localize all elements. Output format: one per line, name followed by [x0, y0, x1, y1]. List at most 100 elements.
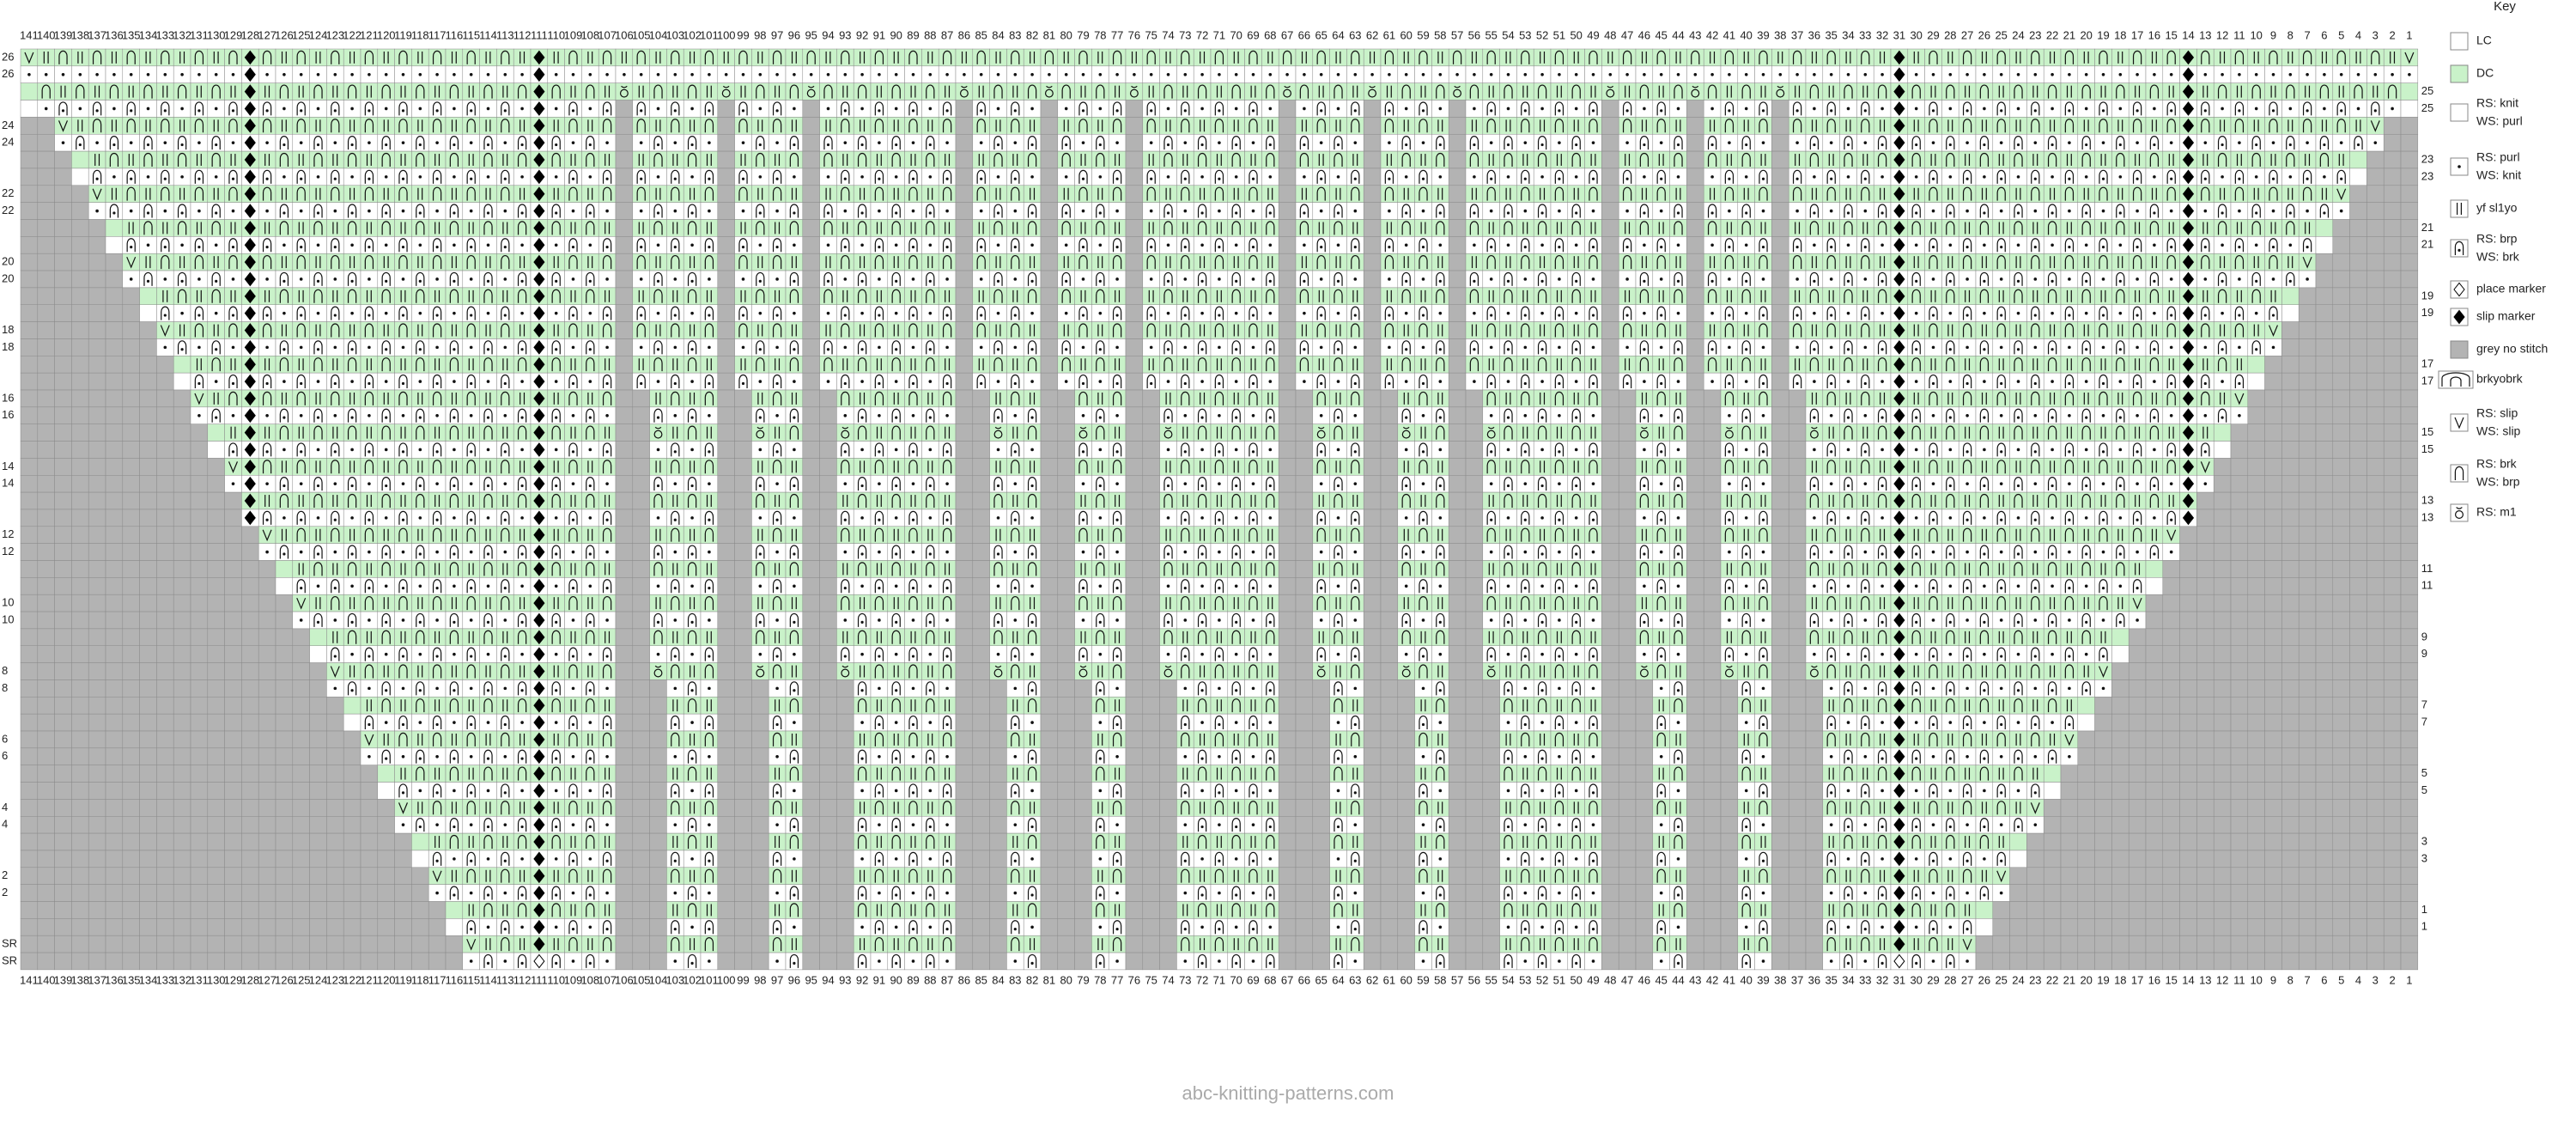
brp-dot: [759, 143, 762, 146]
no-stitch-cell: [1126, 168, 1143, 186]
brp-dot: [742, 314, 744, 316]
purl-symbol: [1795, 73, 1799, 76]
brp-dot: [1592, 178, 1595, 180]
purl-symbol: [1303, 175, 1306, 179]
brp-dot: [266, 246, 269, 248]
stitch-cell: [191, 151, 208, 168]
purl-symbol: [878, 141, 881, 144]
brp-dot: [470, 178, 472, 180]
stitch-cell: [786, 117, 803, 134]
purl-symbol: [2136, 210, 2139, 213]
brp-dot: [1966, 109, 1969, 112]
no-stitch-cell: [1449, 101, 1466, 118]
brp-dot: [1439, 211, 1442, 214]
brp-dot: [181, 280, 184, 283]
purl-symbol: [1575, 107, 1578, 111]
stitch-cell: [905, 151, 922, 168]
purl-symbol: [708, 73, 711, 76]
purl-symbol: [2085, 107, 2088, 111]
stitch-cell: [598, 220, 616, 237]
stitch-cell: [786, 253, 803, 271]
purl-symbol: [912, 141, 915, 144]
brp-dot: [2289, 211, 2292, 214]
stitch-cell: [888, 253, 905, 271]
no-stitch-cell: [2333, 253, 2350, 271]
brp-dot: [776, 178, 779, 180]
purl-symbol: [1677, 175, 1680, 179]
purl-symbol: [1252, 277, 1255, 281]
purl-symbol: [265, 141, 269, 144]
no-stitch-cell: [2401, 168, 2418, 186]
stitch-cell: [1211, 220, 1228, 237]
purl-symbol: [1575, 175, 1578, 179]
purl-symbol: [1422, 210, 1425, 213]
brp-dot: [334, 178, 337, 180]
stitch-cell: [1091, 49, 1109, 66]
purl-symbol: [520, 73, 524, 76]
stitch-cell: [1771, 49, 1789, 66]
purl-symbol: [1405, 73, 1408, 76]
no-stitch-cell: [956, 186, 973, 203]
brp-dot: [878, 246, 880, 248]
brp-dot: [487, 280, 489, 283]
purl-symbol: [2119, 243, 2123, 247]
stitch-cell: [1941, 49, 1959, 66]
stitch-cell: [1738, 186, 1755, 203]
stitch-cell: [2214, 253, 2231, 271]
brp-dot: [1388, 246, 1390, 248]
brp-dot: [759, 211, 762, 214]
brp-dot: [1983, 143, 1985, 146]
brp-dot: [351, 143, 354, 146]
no-stitch-cell: [1601, 203, 1619, 220]
stitch-cell: [1346, 288, 1364, 305]
no-stitch-cell: [1364, 236, 1381, 253]
stitch-cell: [581, 117, 598, 134]
no-stitch-cell: [21, 253, 38, 271]
brp-dot: [1728, 178, 1730, 180]
no-stitch-cell: [1364, 305, 1381, 322]
brp-dot: [1320, 178, 1322, 180]
stitch-cell: [1976, 49, 1993, 66]
stitch-cell: [2129, 220, 2146, 237]
stitch-cell: [1431, 253, 1449, 271]
no-stitch-cell: [2366, 271, 2384, 288]
purl-symbol: [929, 243, 933, 247]
brp-dot: [96, 178, 99, 180]
brp-dot: [1915, 143, 1917, 146]
stitch-cell: [701, 288, 718, 305]
purl-symbol: [402, 210, 405, 213]
purl-symbol: [1337, 107, 1340, 111]
no-stitch-cell: [803, 236, 820, 253]
purl-symbol: [1983, 107, 1986, 111]
stitch-cell: [921, 117, 939, 134]
purl-symbol: [368, 141, 371, 144]
stitch-cell: [1075, 220, 1092, 237]
no-stitch-cell: [1364, 101, 1381, 118]
stitch-cell: [1160, 117, 1177, 134]
stitch-cell: [1449, 83, 1466, 101]
purl-symbol: [2204, 141, 2208, 144]
purl-symbol: [1269, 107, 1273, 111]
purl-symbol: [1915, 73, 1918, 76]
purl-symbol: [2068, 73, 2071, 76]
brp-dot: [1388, 109, 1390, 112]
purl-symbol: [1592, 277, 1595, 281]
brp-dot: [1439, 280, 1442, 283]
brp-dot: [1065, 211, 1067, 214]
brp-dot: [708, 314, 710, 316]
brp-dot: [2289, 143, 2292, 146]
purl-symbol: [1405, 107, 1408, 111]
stitch-cell: [565, 83, 582, 101]
purl-symbol: [2119, 73, 2123, 76]
stitch-cell: [2196, 220, 2214, 237]
brp-dot: [946, 314, 949, 316]
purl-symbol: [980, 141, 983, 144]
stitch-cell: [2146, 186, 2163, 203]
brp-dot: [402, 246, 404, 248]
stitch-cell: [1346, 220, 1364, 237]
purl-symbol: [2238, 73, 2241, 76]
no-stitch-cell: [803, 168, 820, 186]
purl-symbol: [2238, 277, 2241, 281]
purl-symbol: [708, 141, 711, 144]
brp-dot: [1473, 211, 1475, 214]
